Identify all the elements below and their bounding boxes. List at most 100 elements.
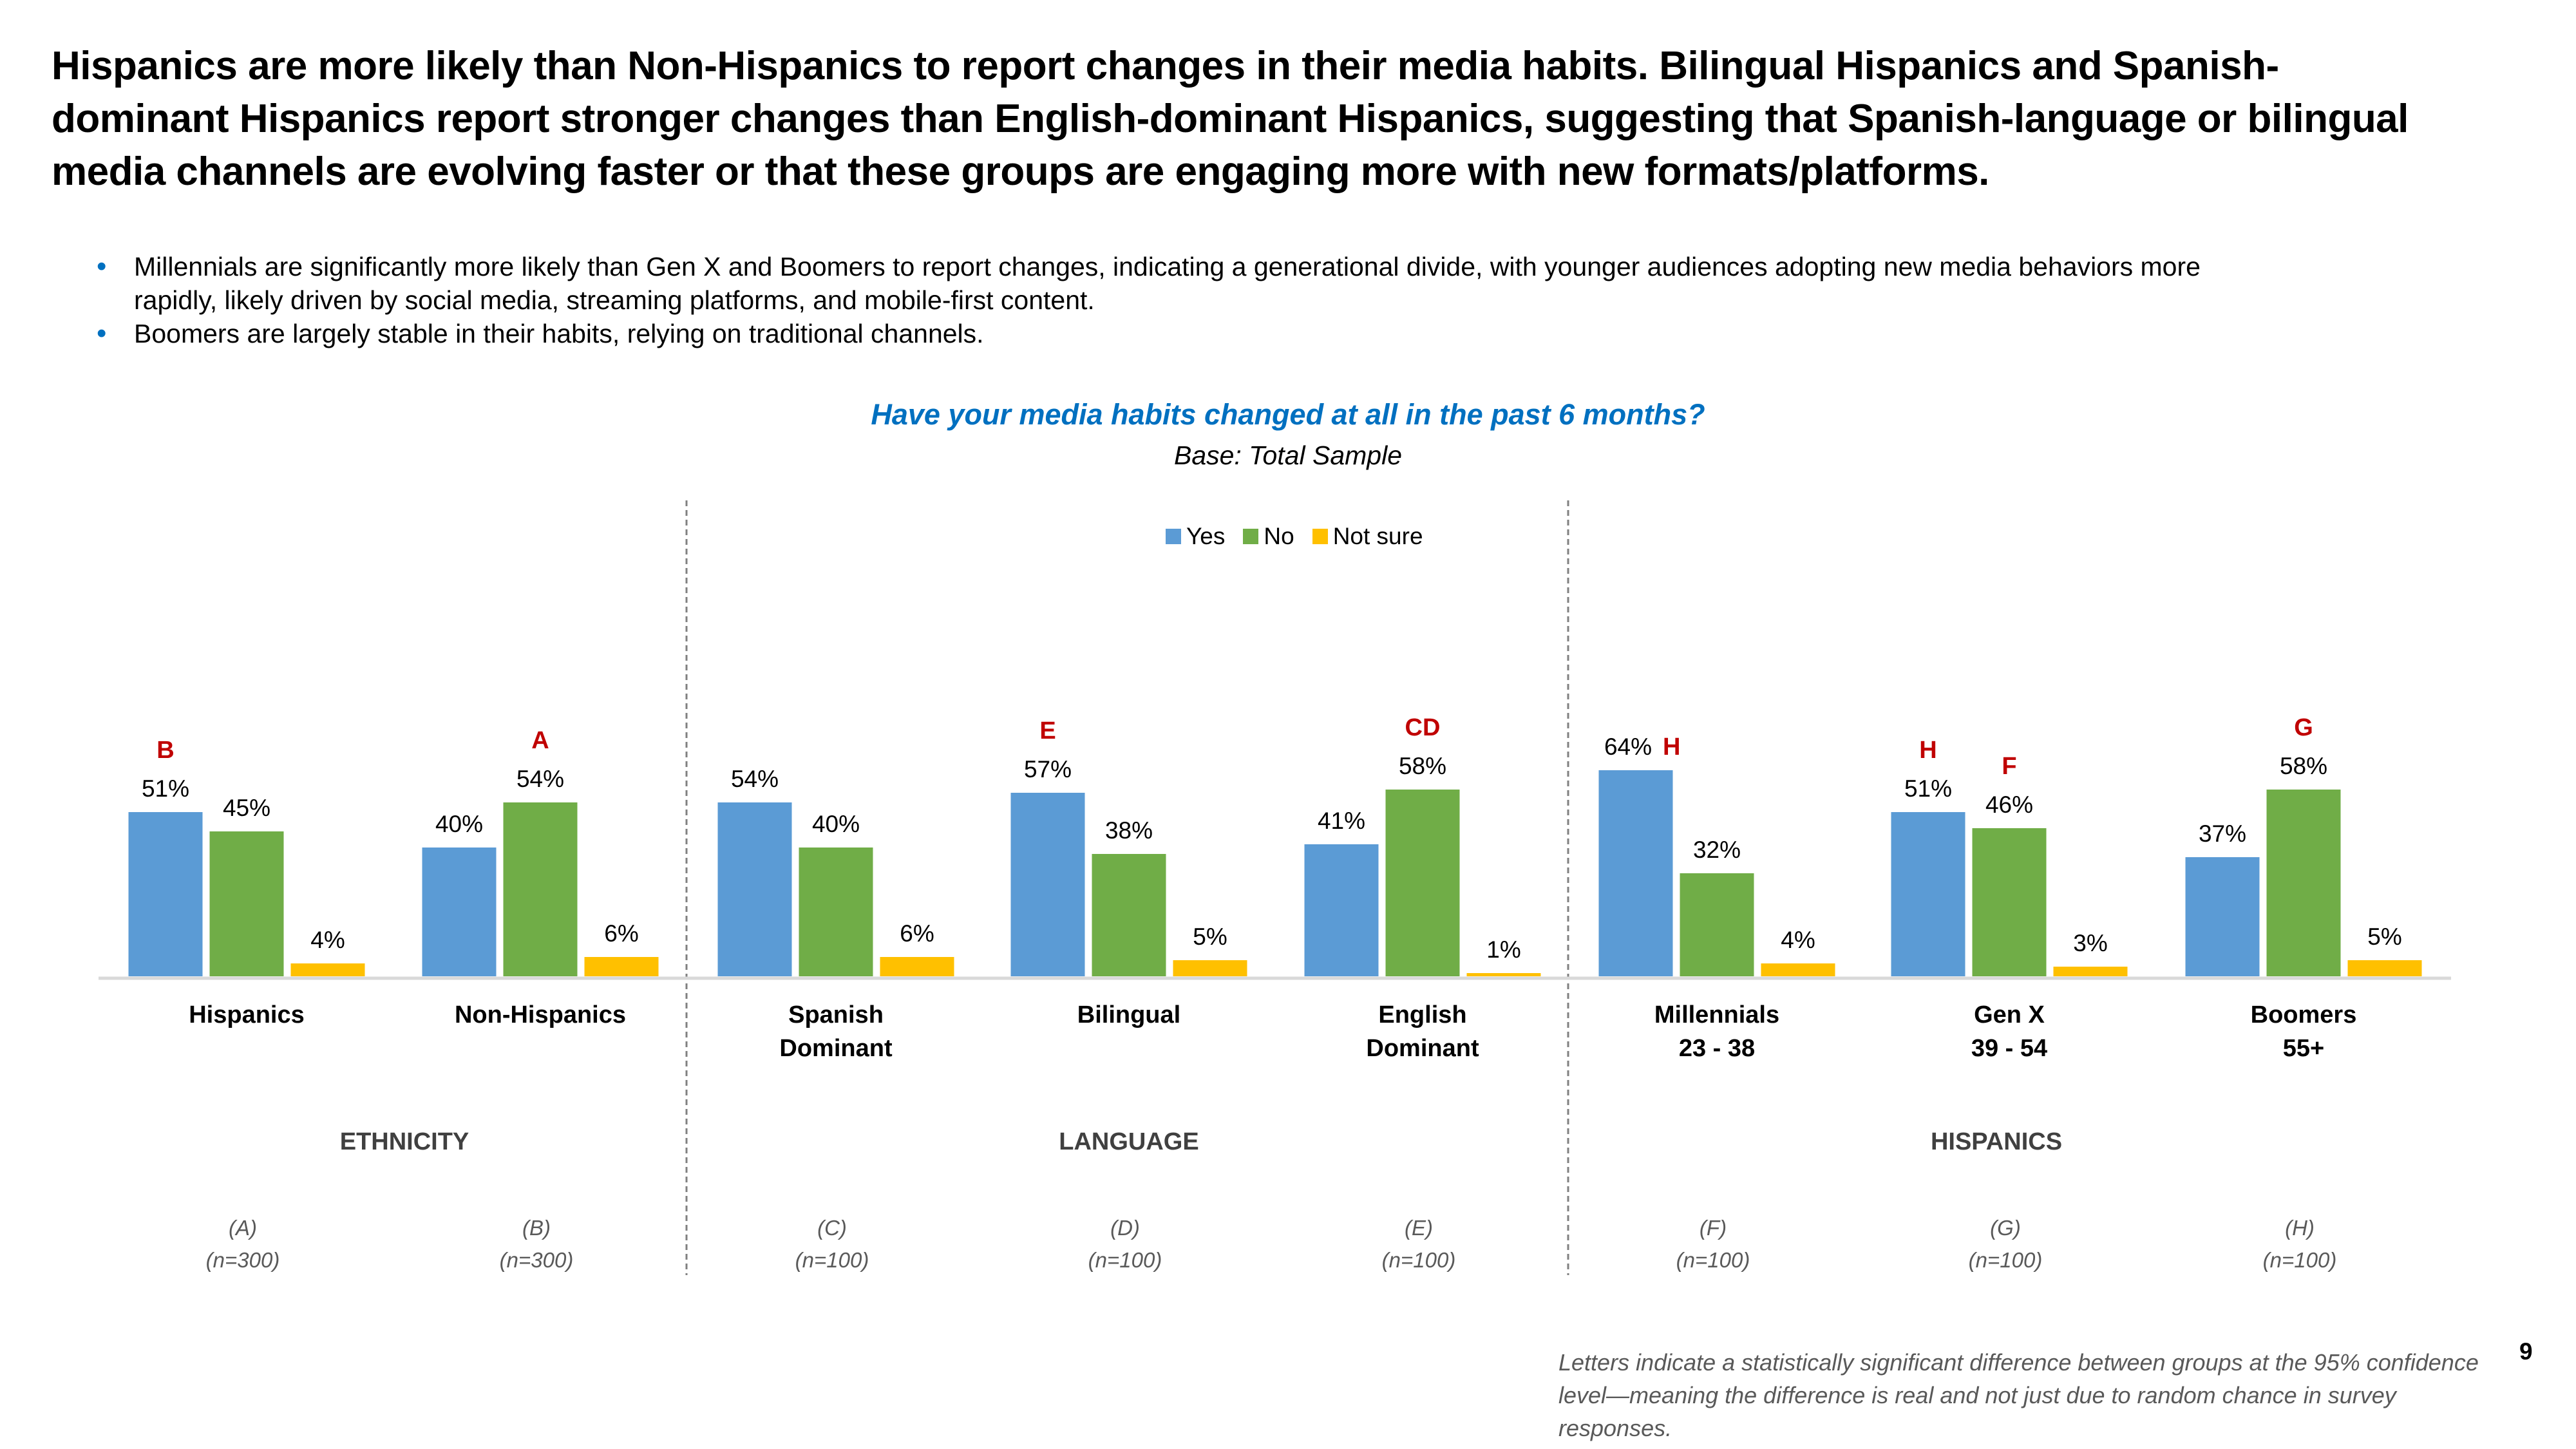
slide-headline: Hispanics are more likely than Non-Hispa…	[52, 44, 2409, 194]
significance-letter: CD	[1405, 714, 1441, 741]
column-letter: (E)	[1405, 1216, 1433, 1240]
chart-subtitle: Base: Total Sample	[1173, 440, 1403, 470]
significance-letter: E	[1039, 717, 1056, 744]
legend-label-yes: Yes	[1186, 523, 1226, 549]
bar-yes	[422, 848, 497, 976]
bullet-icon: •	[97, 251, 107, 282]
group-label-hispanics: HISPANICS	[1930, 1128, 2063, 1155]
data-label: 40%	[435, 811, 483, 837]
data-label: 1%	[1486, 936, 1520, 963]
legend-label-not-sure: Not sure	[1332, 523, 1423, 549]
chart-legend: Yes No Not sure	[1166, 523, 1423, 550]
data-label: 41%	[1318, 808, 1365, 834]
group-label-language: LANGUAGE	[1059, 1128, 1199, 1155]
bar-not-sure	[584, 957, 659, 976]
data-label: 37%	[2199, 820, 2246, 847]
category-label: Dominant	[1366, 1035, 1479, 1062]
bar-yes	[2185, 857, 2260, 976]
data-label: 38%	[1105, 817, 1153, 844]
data-label: 54%	[516, 766, 564, 792]
category-label: Bilingual	[1077, 1001, 1180, 1028]
bar-yes	[1010, 793, 1085, 976]
category-label: Millennials	[1654, 1001, 1779, 1028]
sample-size: (n=100)	[795, 1248, 869, 1272]
bar-not-sure	[290, 963, 365, 976]
data-label: 3%	[2073, 930, 2107, 956]
significance-footnote: Letters indicate a statistically signifi…	[1558, 1349, 2479, 1441]
column-letter: (C)	[817, 1216, 847, 1240]
significance-letter: H	[1919, 737, 1937, 764]
sample-size: (n=100)	[1968, 1248, 2043, 1272]
data-label: 45%	[223, 795, 270, 821]
data-label: 40%	[812, 811, 860, 837]
data-label: 4%	[310, 927, 345, 953]
category-label: 23 - 38	[1679, 1035, 1755, 1062]
column-letter: (H)	[2285, 1216, 2315, 1240]
data-label: 32%	[1693, 837, 1741, 863]
bullet-icon: •	[97, 317, 107, 349]
bar-no	[2266, 790, 2341, 976]
sample-size: (n=300)	[205, 1248, 280, 1272]
legend-item-no: No	[1243, 523, 1294, 550]
bullet-text: Boomers are largely stable in their habi…	[134, 319, 984, 348]
category-label: English	[1378, 1001, 1466, 1028]
data-label: 5%	[1193, 923, 1227, 950]
legend-swatch-no	[1243, 529, 1259, 544]
data-label: 51%	[1904, 775, 1952, 802]
data-label: 58%	[1399, 753, 1446, 779]
bar-not-sure	[880, 957, 954, 976]
bar-not-sure	[2347, 960, 2422, 976]
column-letter: (A)	[229, 1216, 257, 1240]
legend-item-yes: Yes	[1166, 523, 1225, 550]
bar-yes	[1598, 770, 1673, 976]
category-label: Spanish	[788, 1001, 884, 1028]
significance-letter: F	[2002, 753, 2016, 780]
category-label: Boomers	[2251, 1001, 2357, 1028]
bar-yes	[1304, 844, 1379, 976]
bar-yes	[1891, 812, 1965, 976]
bar-no	[799, 848, 873, 976]
data-label: 6%	[604, 920, 638, 947]
sample-size: (n=100)	[1676, 1248, 1750, 1272]
sample-size: (n=100)	[1088, 1248, 1162, 1272]
legend-swatch-yes	[1166, 529, 1181, 544]
bar-not-sure	[2053, 967, 2128, 976]
data-label: 51%	[142, 775, 189, 802]
legend-item-not-sure: Not sure	[1312, 523, 1423, 550]
legend-swatch-not-sure	[1312, 529, 1328, 544]
bar-not-sure	[1761, 963, 1835, 976]
bar-no	[1972, 828, 2047, 976]
column-letter: (B)	[522, 1216, 551, 1240]
bullet-item: • Boomers are largely stable in their ha…	[97, 317, 2286, 350]
data-label: 4%	[1781, 927, 1815, 953]
significance-letter: A	[531, 727, 549, 754]
category-label: Dominant	[779, 1035, 893, 1062]
column-letter: (G)	[1990, 1216, 2021, 1240]
chart-title: Have your media habits changed at all in…	[871, 398, 1705, 431]
bar-not-sure	[1466, 973, 1541, 976]
bar-no	[1092, 854, 1166, 976]
category-label: Non-Hispanics	[455, 1001, 626, 1028]
data-label: 58%	[2280, 753, 2327, 779]
bar-no	[209, 831, 284, 976]
category-label: Hispanics	[189, 1001, 305, 1028]
significance-letter: G	[2294, 714, 2313, 741]
sample-size: (n=100)	[1381, 1248, 1456, 1272]
bullet-item: • Millennials are significantly more lik…	[97, 250, 2286, 317]
bar-yes	[717, 802, 792, 976]
column-letter: (D)	[1110, 1216, 1140, 1240]
category-label: Gen X	[1974, 1001, 2045, 1028]
bullet-list: • Millennials are significantly more lik…	[97, 250, 2286, 350]
bullet-text: Millennials are significantly more likel…	[134, 252, 2201, 315]
data-label: 6%	[900, 920, 934, 947]
bar-not-sure	[1173, 960, 1247, 976]
bar-no	[1385, 790, 1460, 976]
data-label: 5%	[2367, 923, 2401, 950]
page-number: 9	[2519, 1338, 2533, 1365]
sample-size: (n=100)	[2262, 1248, 2337, 1272]
category-label: 55+	[2283, 1035, 2324, 1062]
data-label: 64%	[1604, 734, 1652, 760]
bar-yes	[128, 812, 203, 976]
sample-size: (n=300)	[499, 1248, 574, 1272]
